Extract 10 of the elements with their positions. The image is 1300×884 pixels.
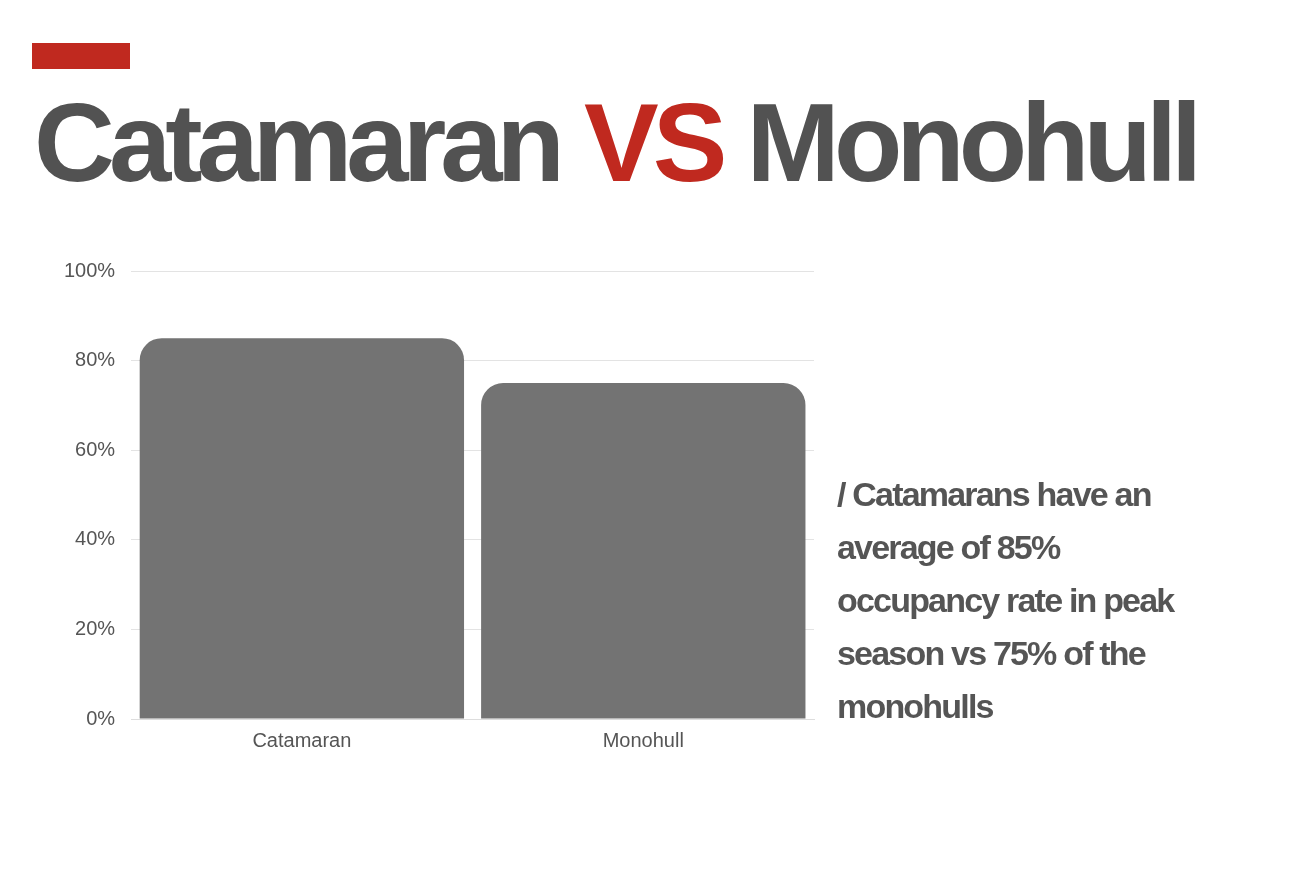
y-tick-label: 80%	[75, 348, 116, 371]
x-tick-label: Monohull	[602, 728, 684, 751]
chart-title: Catamaran VS Monohull	[34, 80, 1197, 205]
y-tick-label: 60%	[75, 437, 116, 460]
text: / Catamarans have an average of 85% occupancy rate in peak season vs 75% of the monohulls	[837, 474, 1176, 727]
y-tick-label: 100%	[64, 258, 116, 281]
x-tick-label: Catamaran	[252, 728, 352, 751]
y-tick-label: 40%	[75, 527, 116, 550]
y-tick-label: 0%	[86, 706, 116, 729]
y-tick-label: 20%	[75, 616, 116, 639]
